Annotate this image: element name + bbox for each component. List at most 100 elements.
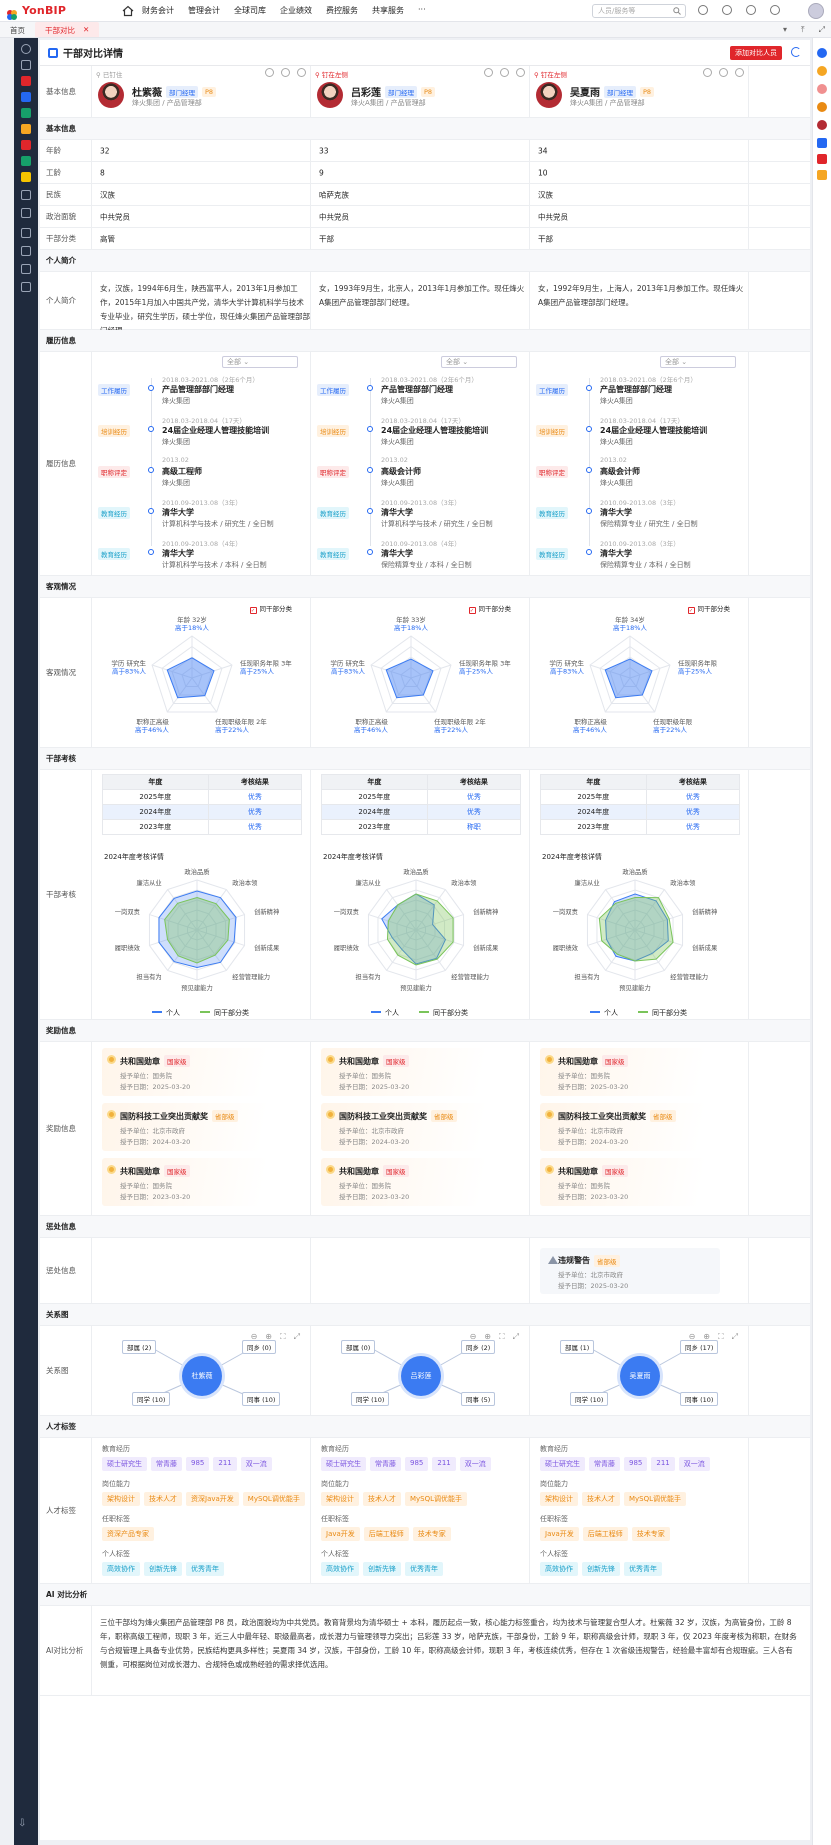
print-icon[interactable]: [21, 264, 31, 274]
same-category-checkbox[interactable]: ✓ 同干部分类: [687, 603, 730, 614]
relation-node[interactable]: 同事 (10): [680, 1392, 719, 1406]
relation-node[interactable]: 同学 (10): [570, 1392, 609, 1406]
nav-item[interactable]: 企业绩效: [280, 6, 312, 15]
timeline-sub: 烽火A集团: [381, 479, 414, 487]
close-icon[interactable]: [735, 68, 744, 77]
relation-center[interactable]: 吕彩莲: [401, 1356, 441, 1396]
fullscreen-icon[interactable]: ⤢: [818, 25, 825, 34]
relation-node[interactable]: 部属 (2): [122, 1340, 157, 1354]
move-right-icon[interactable]: [281, 68, 290, 77]
resume-filter-select[interactable]: 全部 ⌄: [222, 356, 298, 368]
nav-item[interactable]: 全球司库: [234, 6, 266, 15]
pin-toggle[interactable]: ⚲ 已钉住: [96, 71, 123, 79]
edit-icon[interactable]: [21, 228, 31, 238]
folder-icon[interactable]: [21, 124, 31, 134]
person-icon[interactable]: [817, 120, 827, 130]
person-icon[interactable]: [817, 48, 827, 58]
relation-node[interactable]: 同事 (10): [242, 1392, 281, 1406]
radar-grid: [171, 656, 213, 696]
pin-icon[interactable]: ⤒: [801, 25, 805, 34]
zoom-out-icon[interactable]: ⊖: [688, 1332, 696, 1341]
close-icon[interactable]: [297, 68, 306, 77]
home-icon[interactable]: [122, 5, 134, 17]
fullscreen-icon[interactable]: ⤢: [731, 1332, 738, 1341]
move-right-icon[interactable]: [719, 68, 728, 77]
add-compare-button[interactable]: 添加对比人员: [730, 46, 782, 60]
zoom-in-icon[interactable]: ⊕: [484, 1332, 491, 1341]
move-left-icon[interactable]: [703, 68, 712, 77]
calendar-icon[interactable]: [21, 246, 31, 256]
zoom-out-icon[interactable]: ⊖: [250, 1332, 258, 1341]
nav-item[interactable]: 管理会计: [188, 6, 220, 15]
fullscreen-icon[interactable]: ⤢: [512, 1332, 519, 1341]
tab-cadre-compare[interactable]: 干部对比 ✕: [35, 22, 100, 37]
relation-center[interactable]: 杜紫薇: [182, 1356, 222, 1396]
comment-icon[interactable]: [21, 282, 31, 292]
message-icon[interactable]: [746, 5, 756, 15]
move-left-icon[interactable]: [484, 68, 493, 77]
chart-icon[interactable]: [21, 76, 31, 86]
relation-center[interactable]: 吴夏雨: [620, 1356, 660, 1396]
relation-node[interactable]: 部属 (1): [560, 1340, 595, 1354]
zoom-in-icon[interactable]: ⊕: [703, 1332, 710, 1341]
help-icon[interactable]: [698, 5, 708, 15]
person-icon[interactable]: [817, 66, 827, 76]
same-category-checkbox[interactable]: ✓ 同干部分类: [249, 603, 292, 614]
stamp-icon[interactable]: [21, 140, 31, 150]
fullscreen-icon[interactable]: ⤢: [293, 1332, 300, 1341]
person-icon[interactable]: [817, 84, 827, 94]
search-icon[interactable]: [21, 44, 31, 54]
archive-icon[interactable]: [21, 190, 31, 200]
note-icon[interactable]: [21, 172, 31, 182]
calendar-icon[interactable]: [722, 5, 732, 15]
app-icon[interactable]: [817, 138, 827, 148]
chat-icon[interactable]: [21, 208, 31, 218]
zoom-in-icon[interactable]: ⊕: [265, 1332, 272, 1341]
same-category-checkbox[interactable]: ✓ 同干部分类: [468, 603, 511, 614]
relation-node[interactable]: 同事 (5): [461, 1392, 496, 1406]
tag-row: 高效协作 创新先锋 优秀青年: [102, 1562, 224, 1576]
search-input[interactable]: 人员/服务等: [592, 4, 686, 18]
fit-icon[interactable]: ⛶: [279, 1332, 286, 1341]
pin-toggle[interactable]: ⚲ 钉在左侧: [315, 71, 348, 79]
nav-more[interactable]: ···: [418, 5, 426, 14]
chevron-down-icon[interactable]: ▾: [783, 25, 788, 34]
close-icon[interactable]: ✕: [83, 25, 90, 34]
tab-home[interactable]: 首页: [0, 22, 35, 37]
resume-filter-select[interactable]: 全部 ⌄: [660, 356, 736, 368]
app-icon[interactable]: [817, 170, 827, 180]
relation-node[interactable]: 同乡 (2): [461, 1340, 496, 1354]
close-icon[interactable]: [516, 68, 525, 77]
resume-filter-select[interactable]: 全部 ⌄: [441, 356, 517, 368]
inbox-icon[interactable]: [21, 60, 31, 70]
timeline-date: 2013.02: [600, 456, 627, 464]
nav-item[interactable]: 财务会计: [142, 6, 174, 15]
move-left-icon[interactable]: [265, 68, 274, 77]
people-icon[interactable]: [21, 92, 31, 102]
app-icon[interactable]: [817, 154, 827, 164]
relation-node[interactable]: 部属 (0): [341, 1340, 376, 1354]
fit-icon[interactable]: ⛶: [717, 1332, 724, 1341]
award-card: 共和国勋章 国家级 授予单位：国务院 授予日期：2025-03-20: [540, 1048, 740, 1096]
flag-icon[interactable]: [21, 156, 31, 166]
fit-icon[interactable]: ⛶: [498, 1332, 505, 1341]
zoom-out-icon[interactable]: ⊖: [469, 1332, 477, 1341]
doc-icon[interactable]: [21, 108, 31, 118]
nav-item[interactable]: 费控服务: [326, 6, 358, 15]
move-right-icon[interactable]: [500, 68, 509, 77]
logo[interactable]: YonBIP: [0, 4, 108, 20]
refresh-icon[interactable]: [791, 47, 801, 57]
user-avatar[interactable]: [808, 3, 824, 19]
relation-node[interactable]: 同学 (10): [351, 1392, 390, 1406]
person-column: [311, 1238, 530, 1303]
person-icon[interactable]: [817, 102, 827, 112]
pin-toggle[interactable]: ⚲ 钉在左侧: [534, 71, 567, 79]
nav-item[interactable]: 共享服务: [372, 6, 404, 15]
download-icon[interactable]: ⇩: [18, 1818, 27, 1829]
radar-person-area: [381, 893, 447, 965]
talent-tag: Java开发: [540, 1527, 579, 1541]
relation-node[interactable]: 同学 (10): [132, 1392, 171, 1406]
headset-icon[interactable]: [770, 5, 780, 15]
relation-node[interactable]: 同乡 (17): [680, 1340, 719, 1354]
relation-node[interactable]: 同乡 (0): [242, 1340, 277, 1354]
